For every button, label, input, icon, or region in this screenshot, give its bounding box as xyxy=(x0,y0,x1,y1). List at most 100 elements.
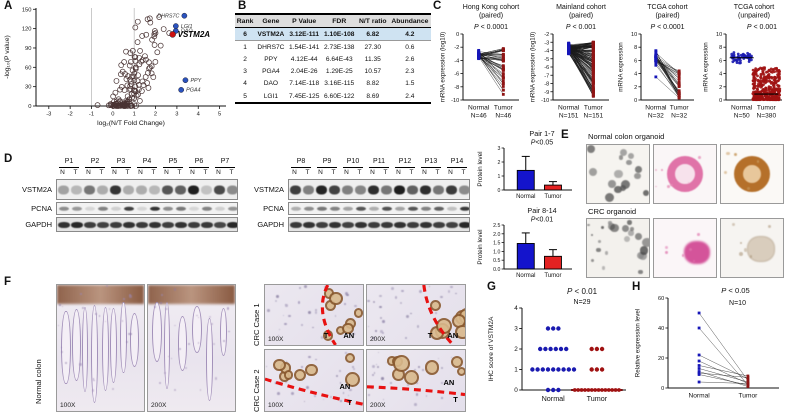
svg-text:2: 2 xyxy=(498,160,501,166)
colon-crypt xyxy=(110,308,118,383)
svg-text:PGA4: PGA4 xyxy=(186,88,200,94)
protein-band xyxy=(394,206,405,211)
protein-band xyxy=(329,185,340,194)
svg-text:1.0: 1.0 xyxy=(493,249,500,255)
magnification-label: 200X xyxy=(370,402,386,409)
lane-label: T xyxy=(435,169,440,176)
volcano-plot: 0 30 60 90 120 150 -3 -2 -1 0 1 2 3 4 5 log₂(N/T Fold C… xyxy=(4,7,226,127)
tumor-gland xyxy=(273,358,286,372)
protein-band xyxy=(175,185,186,194)
protein-band xyxy=(316,206,327,211)
lane-label: T xyxy=(409,169,414,176)
svg-text:Normal: Normal xyxy=(516,273,535,279)
protein-band xyxy=(355,206,366,211)
table-row: 4 DAO 7.14E-118 3.16E-115 8.82 1.5 xyxy=(235,78,431,90)
protein-band xyxy=(354,221,367,228)
table-cell: 7.14E-118 xyxy=(289,80,320,88)
colon-crypt xyxy=(191,306,202,354)
normal-colon-100x-image: 100X xyxy=(56,284,145,412)
blot-row-label: VSTM2A xyxy=(253,184,284,194)
svg-text:0: 0 xyxy=(111,112,114,118)
protein-band xyxy=(380,221,393,228)
table-cell: 8.82 xyxy=(366,80,380,88)
protein-band xyxy=(201,185,212,194)
svg-text:-4: -4 xyxy=(454,58,459,64)
lane-label: T xyxy=(461,169,466,176)
tumor-boundary-line xyxy=(265,377,363,406)
ihc-score-dotplot: 0 1 2 3 4 Normal Tumor P < 0.01 N=29 IHC score of… xyxy=(488,287,626,403)
column-header: Rank xyxy=(235,13,256,28)
protein-band xyxy=(135,221,148,228)
panel-b-label: B xyxy=(238,0,247,12)
svg-text:Tumor: Tumor xyxy=(584,105,604,112)
svg-text:4: 4 xyxy=(197,112,201,118)
svg-text:-10: -10 xyxy=(541,98,549,104)
protein-band xyxy=(201,206,212,211)
svg-text:P < 0.001: P < 0.001 xyxy=(747,24,777,31)
protein-band xyxy=(84,185,95,194)
protein-band xyxy=(149,206,160,211)
lane-label: N xyxy=(292,169,297,176)
svg-text:mRNA expression (log10): mRNA expression (log10) xyxy=(440,32,447,103)
protein-band xyxy=(174,221,187,228)
pair-label: P7 xyxy=(215,158,235,168)
svg-text:Pair 1-7: Pair 1-7 xyxy=(529,129,554,138)
protein-band xyxy=(393,221,406,228)
protein-band xyxy=(419,221,432,228)
protein-band xyxy=(446,185,457,194)
protein-band xyxy=(136,185,147,194)
crc-organoid-title: CRC organoid xyxy=(588,207,637,216)
tumor-gland xyxy=(429,299,442,312)
crc-case2-label: CRC Case 2 xyxy=(252,369,261,412)
protein-band xyxy=(227,206,237,211)
adjacent-normal-label: AN xyxy=(447,330,459,340)
protein-band xyxy=(316,185,327,194)
protein-band xyxy=(96,221,109,228)
tumor-gland xyxy=(424,360,440,375)
tumor-gland xyxy=(344,352,356,364)
normal-colon-label: Normal colon xyxy=(34,359,43,404)
table-cell: 6.64E-43 xyxy=(325,55,353,63)
blot-band-box xyxy=(56,217,238,232)
crc-case2-200x-image: 200X AN T xyxy=(366,349,466,412)
svg-text:N=151: N=151 xyxy=(584,113,604,120)
svg-text:0: 0 xyxy=(634,98,637,104)
lane-label: N xyxy=(112,169,117,176)
svg-text:0: 0 xyxy=(661,386,664,392)
tumor-gland xyxy=(345,371,361,387)
svg-text:(unpaired): (unpaired) xyxy=(738,13,770,20)
svg-text:2: 2 xyxy=(514,346,518,353)
pair-label: P2 xyxy=(85,158,105,168)
svg-text:Normal: Normal xyxy=(645,105,667,112)
table-cell: 1.5 xyxy=(405,80,415,88)
svg-text:10: 10 xyxy=(716,32,722,38)
svg-text:-8: -8 xyxy=(544,82,549,88)
svg-text:DHRS7C: DHRS7C xyxy=(157,14,179,20)
protein-band xyxy=(302,221,315,228)
protein-band xyxy=(394,185,405,194)
protein-band xyxy=(432,221,445,228)
table-cell: 27.30 xyxy=(364,43,382,51)
svg-text:Pair 8-14: Pair 8-14 xyxy=(527,206,556,215)
svg-text:P < 0.0001: P < 0.0001 xyxy=(474,24,508,31)
crc-organoid-he-image xyxy=(653,218,717,278)
svg-text:1.5: 1.5 xyxy=(493,241,500,247)
protein-band xyxy=(162,206,173,211)
relative-expression-paired-plot: 0 20 40 60 P < 0.05 N=10 Normal Tumor Relative e… xyxy=(635,286,779,400)
table-cell: 1.54E-141 xyxy=(288,43,320,51)
lane-label: N xyxy=(344,169,349,176)
lane-label: T xyxy=(177,169,182,176)
svg-text:N=10: N=10 xyxy=(729,300,746,307)
hongkong-cohort-plot: 0 -2 -4 -6 -8 -10 Hong Kong cohort (paired) P < … xyxy=(440,4,520,120)
panel-e-label: E xyxy=(561,129,569,141)
svg-text:2: 2 xyxy=(154,112,157,118)
table-cell: 2.3 xyxy=(405,68,415,76)
lane-label: N xyxy=(448,169,453,176)
crc-case1-label: CRC Case 1 xyxy=(252,303,261,346)
svg-text:-5: -5 xyxy=(544,57,549,63)
protein-band xyxy=(355,185,366,194)
svg-text:Protein level: Protein level xyxy=(477,151,484,186)
svg-text:2.0: 2.0 xyxy=(493,232,500,238)
svg-text:(paired): (paired) xyxy=(569,13,593,20)
lane-label: T xyxy=(229,169,234,176)
